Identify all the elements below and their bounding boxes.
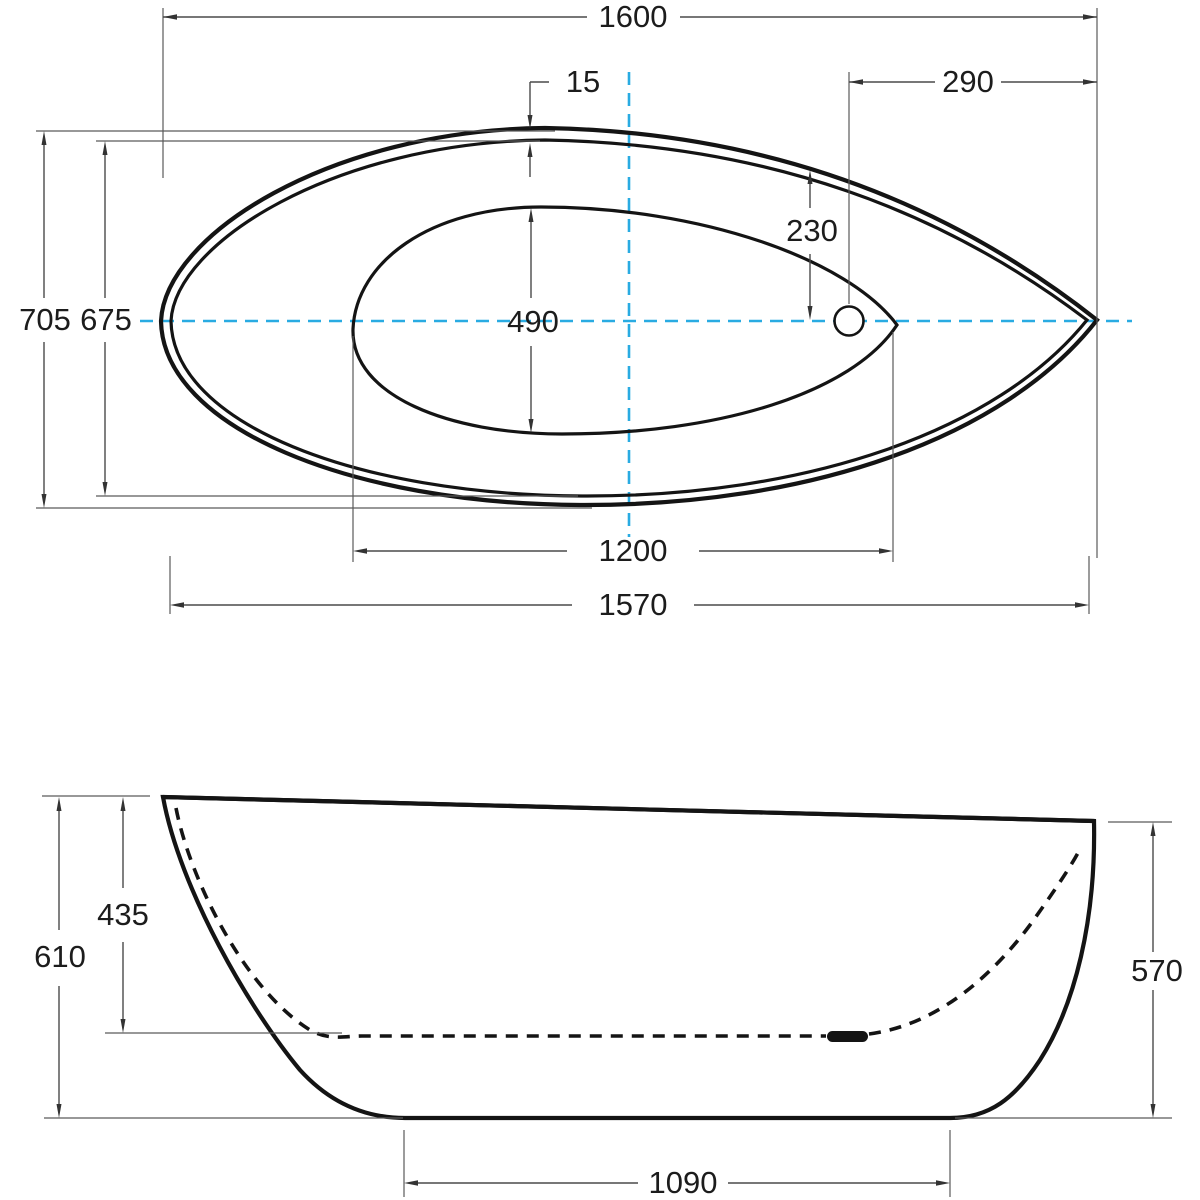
dim-overall-width: 705 xyxy=(19,131,71,508)
drain-hole xyxy=(833,305,865,337)
dim-overall-height: 610 xyxy=(34,797,86,1118)
dim-label-1600: 1600 xyxy=(599,0,668,34)
dim-label-705: 705 xyxy=(19,302,71,337)
dim-inner-depth: 435 xyxy=(97,797,149,1033)
dim-basin-inner-length: 1200 xyxy=(353,533,893,568)
tub-inner-rim xyxy=(169,138,1090,498)
dim-label-490: 490 xyxy=(507,304,559,339)
dim-overall-length: 1600 xyxy=(163,0,1097,34)
dim-label-1200: 1200 xyxy=(599,533,668,568)
dim-label-1570: 1570 xyxy=(599,587,668,622)
dim-label-435: 435 xyxy=(97,897,149,932)
tub-side-outline xyxy=(160,794,1097,1121)
dim-rim-inner-width: 675 xyxy=(80,141,132,496)
dim-basin-inner-width: 490 xyxy=(507,208,559,433)
dim-label-230: 230 xyxy=(786,213,838,248)
plan-view: 1600 15 290 230 xyxy=(19,0,1132,622)
dim-shell-length: 1570 xyxy=(170,587,1089,622)
dim-base-length: 1090 xyxy=(404,1165,950,1200)
dim-label-290: 290 xyxy=(942,64,994,99)
dim-label-675: 675 xyxy=(80,302,132,337)
tub-side-inner-left-dashed xyxy=(174,807,826,1039)
dim-label-570: 570 xyxy=(1131,953,1183,988)
dim-label-1090: 1090 xyxy=(649,1165,718,1200)
dim-rear-height: 570 xyxy=(1131,822,1183,1118)
dim-label-15: 15 xyxy=(566,64,600,99)
tub-side-top-edge xyxy=(160,794,1097,824)
dim-drain-offset-center: 230 xyxy=(786,170,838,320)
dim-label-610: 610 xyxy=(34,939,86,974)
dim-drain-offset-right: 290 xyxy=(849,64,1097,99)
side-view: 610 435 570 1090 xyxy=(34,794,1183,1200)
tub-side-inner-right-dashed xyxy=(868,846,1083,1036)
drain-side-mark xyxy=(827,1031,868,1042)
dim-rim-thickness: 15 xyxy=(527,64,600,177)
tub-basin-edge xyxy=(351,205,899,436)
